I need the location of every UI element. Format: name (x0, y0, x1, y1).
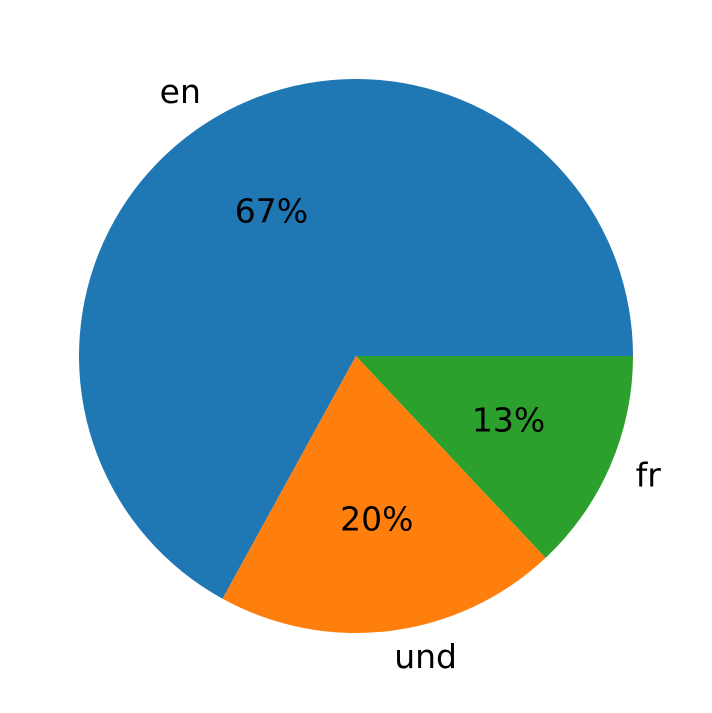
wedge-label: und (394, 637, 457, 676)
percent-label: 20% (340, 499, 413, 538)
pie-wedge (222, 356, 546, 633)
wedge-label: en (160, 72, 201, 111)
percent-label: 13% (472, 401, 545, 440)
pie-wedge (356, 356, 633, 558)
pie-wedge (78, 79, 634, 599)
percent-label: 67% (235, 191, 308, 230)
wedge-label: fr (636, 456, 662, 495)
